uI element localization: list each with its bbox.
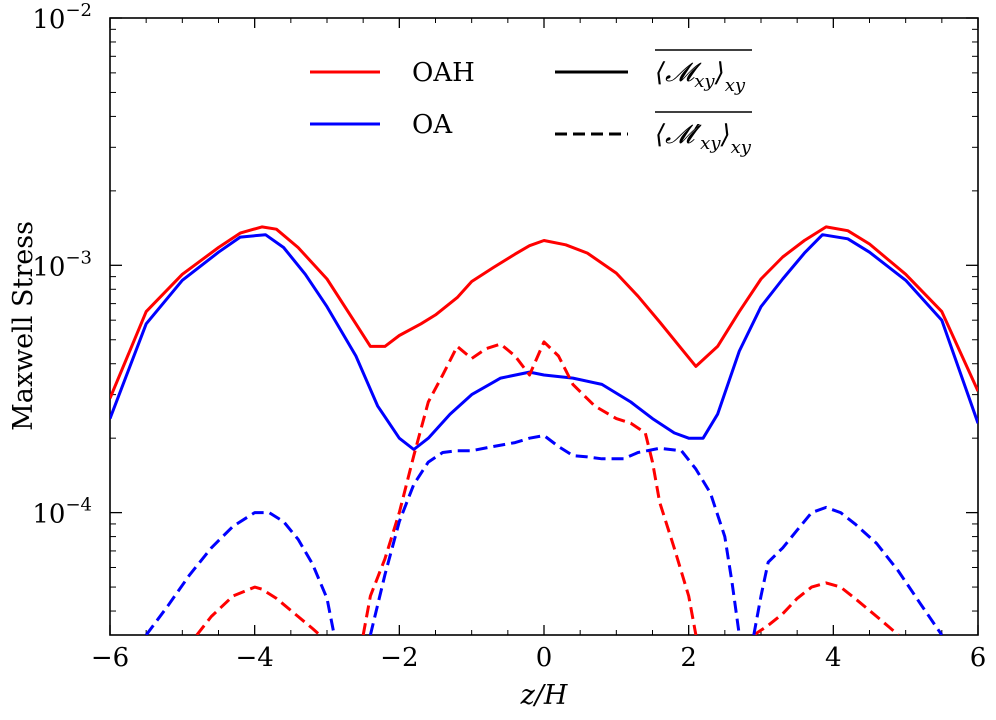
x-tick-label: 0 (536, 643, 553, 673)
x-tick-label: −6 (91, 643, 129, 673)
x-tick-label: 6 (970, 643, 987, 673)
legend-label: OAH (412, 58, 475, 88)
tick-marks (109, 17, 979, 635)
data-series (110, 225, 978, 635)
dashed-series-line (361, 340, 698, 635)
solid-series-line (110, 233, 978, 451)
y-tick-label: 10−3 (32, 247, 92, 282)
legend-math-label: ⟨𝓜xy⟩xy (655, 58, 746, 96)
legend: OAH OA ⟨𝓜xy⟩xy ⟨𝓜′xy⟩xy (310, 49, 752, 158)
tick-labels: −6 −4 −2 0 2 4 6 10−2 10−3 10−4 (32, 0, 986, 673)
x-tick-label: 4 (825, 643, 842, 673)
dashed-series-line (144, 511, 336, 635)
y-axis-label: Maxwell Stress (8, 221, 39, 431)
x-tick-label: −4 (236, 643, 274, 673)
x-axis-label: z/H (520, 680, 568, 711)
plot-frame (109, 17, 979, 636)
y-tick-label: 10−4 (32, 495, 92, 530)
dashed-series-line (752, 505, 944, 635)
x-tick-label: 2 (680, 643, 697, 673)
solid-series-line (110, 225, 978, 399)
x-tick-label: −2 (380, 643, 418, 673)
dashed-series-line (195, 585, 321, 635)
y-tick-label: 10−2 (32, 0, 92, 35)
dashed-series-line (752, 581, 900, 635)
dashed-series-line (368, 434, 741, 635)
legend-label: OA (412, 110, 453, 140)
legend-math-label: ⟨𝓜′xy⟩xy (655, 120, 752, 158)
